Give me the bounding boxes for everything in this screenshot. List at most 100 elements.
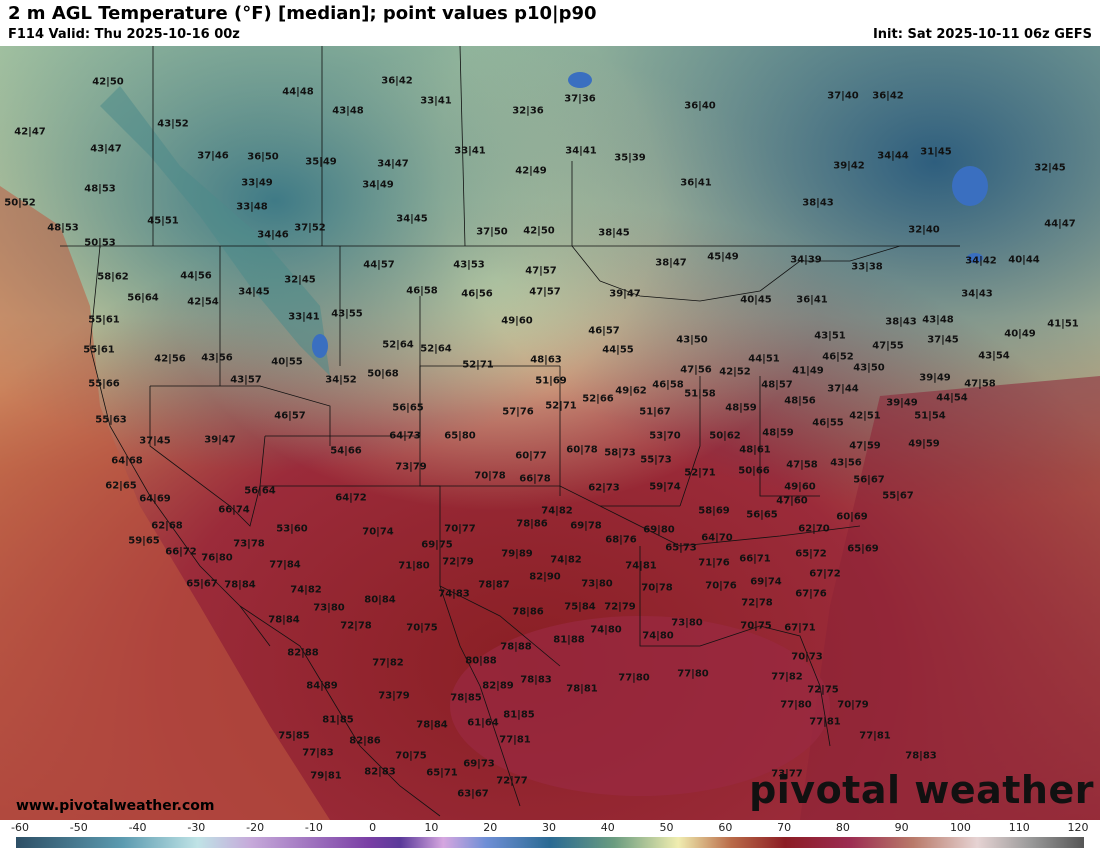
point-value-label: 51|58	[684, 388, 716, 400]
point-value-label: 70|78	[641, 582, 673, 594]
point-value-label: 70|73	[791, 651, 823, 663]
point-value-label: 74|82	[290, 584, 322, 596]
color-scale-tick: 50	[659, 821, 674, 834]
point-value-label: 56|65	[392, 402, 424, 414]
point-value-label: 43|54	[978, 350, 1010, 362]
point-value-label: 68|76	[605, 534, 637, 546]
point-value-label: 79|89	[501, 548, 533, 560]
point-value-label: 38|43	[885, 316, 917, 328]
point-value-label: 55|63	[95, 414, 127, 426]
point-value-label: 62|65	[105, 480, 137, 492]
point-value-label: 77|82	[372, 657, 404, 669]
point-value-label: 64|72	[335, 492, 367, 504]
point-value-label: 66|72	[165, 546, 197, 558]
color-scale-tick: -50	[69, 821, 88, 834]
point-value-label: 47|56	[680, 364, 712, 376]
point-value-label: 47|57	[525, 265, 557, 277]
point-value-label: 82|86	[349, 735, 381, 747]
point-value-label: 48|56	[784, 395, 816, 407]
point-value-label: 71|76	[698, 557, 730, 569]
point-value-label: 40|45	[740, 294, 772, 306]
point-value-label: 70|79	[837, 699, 869, 711]
point-value-label: 46|52	[822, 351, 854, 363]
point-value-label: 36|50	[247, 151, 279, 163]
point-value-label: 52|71	[462, 359, 494, 371]
point-value-label: 55|61	[83, 344, 115, 356]
point-value-label: 37|44	[827, 383, 859, 395]
point-value-label: 43|48	[332, 105, 364, 117]
point-value-label: 43|47	[90, 143, 122, 155]
point-value-label: 62|68	[151, 520, 183, 532]
point-value-label: 65|72	[795, 548, 827, 560]
point-value-label: 78|84	[224, 579, 256, 591]
point-value-label: 69|73	[463, 758, 495, 770]
point-value-label: 49|60	[784, 481, 816, 493]
point-value-label: 48|57	[761, 379, 793, 391]
point-value-label: 78|86	[516, 518, 548, 530]
point-value-label: 40|49	[1004, 328, 1036, 340]
point-value-label: 46|57	[588, 325, 620, 337]
point-value-label: 47|57	[529, 286, 561, 298]
point-value-label: 59|65	[128, 535, 160, 547]
point-value-label: 36|42	[381, 75, 413, 87]
point-value-label: 82|89	[482, 680, 514, 692]
point-value-label: 69|75	[421, 539, 453, 551]
point-value-label: 32|40	[908, 224, 940, 236]
point-value-label: 66|71	[739, 553, 771, 565]
point-value-label: 32|45	[284, 274, 316, 286]
point-value-label: 34|43	[961, 288, 993, 300]
point-value-label: 73|77	[771, 768, 803, 780]
point-value-label: 31|45	[920, 146, 952, 158]
point-value-label: 33|48	[236, 201, 268, 213]
point-value-label: 42|49	[515, 165, 547, 177]
point-value-label: 82|88	[287, 647, 319, 659]
point-value-label: 34|46	[257, 229, 289, 241]
point-value-label: 34|52	[325, 374, 357, 386]
point-value-label: 39|47	[204, 434, 236, 446]
point-value-label: 41|51	[1047, 318, 1079, 330]
point-value-label: 46|58	[652, 379, 684, 391]
temperature-map[interactable]: 42|50 44|48 36|42 33|41 43|48 32|36 37|36 36|40…	[0, 46, 1100, 820]
point-value-label: 44|48	[282, 86, 314, 98]
point-value-label: 39|49	[919, 372, 951, 384]
point-value-label: 38|45	[598, 227, 630, 239]
point-value-label: 42|50	[523, 225, 555, 237]
point-value-label: 50|53	[84, 237, 116, 249]
point-value-label: 34|44	[877, 150, 909, 162]
point-value-label: 35|39	[614, 152, 646, 164]
valid-time-label: F114 Valid: Thu 2025-10-16 00z	[8, 27, 240, 42]
point-value-label: 58|62	[97, 271, 129, 283]
point-value-label: 78|83	[520, 674, 552, 686]
point-value-label: 72|79	[442, 556, 474, 568]
map-header: 2 m AGL Temperature (°F) [median]; point…	[0, 0, 1100, 46]
point-value-label: 44|54	[936, 392, 968, 404]
color-scale-tick: 10	[424, 821, 439, 834]
point-value-label: 46|58	[406, 285, 438, 297]
point-value-label: 81|88	[553, 634, 585, 646]
point-value-label: 49|59	[908, 438, 940, 450]
point-value-label: 45|51	[147, 215, 179, 227]
point-value-label: 39|42	[833, 160, 865, 172]
color-scale-tick: 120	[1067, 821, 1089, 834]
point-value-label: 70|75	[740, 620, 772, 632]
point-value-label: 56|65	[746, 509, 778, 521]
point-value-label: 43|55	[331, 308, 363, 320]
point-value-label: 72|77	[496, 775, 528, 787]
color-scale-tick: 30	[542, 821, 556, 834]
point-value-label: 44|47	[1044, 218, 1076, 230]
point-value-label: 70|76	[705, 580, 737, 592]
point-value-label: 77|84	[269, 559, 301, 571]
point-value-label: 60|77	[515, 450, 547, 462]
point-value-label: 34|45	[396, 213, 428, 225]
color-scale-tick: 100	[949, 821, 971, 834]
point-value-label: 64|70	[701, 532, 733, 544]
point-value-label: 48|53	[47, 222, 79, 234]
point-value-label: 77|80	[618, 672, 650, 684]
point-value-label: 34|41	[565, 145, 597, 157]
point-value-label: 66|78	[519, 473, 551, 485]
point-value-label: 63|67	[457, 788, 489, 800]
point-value-label: 78|87	[478, 579, 510, 591]
point-value-label: 61|64	[467, 717, 499, 729]
point-value-label: 67|72	[809, 568, 841, 580]
point-value-label: 62|70	[798, 523, 830, 535]
